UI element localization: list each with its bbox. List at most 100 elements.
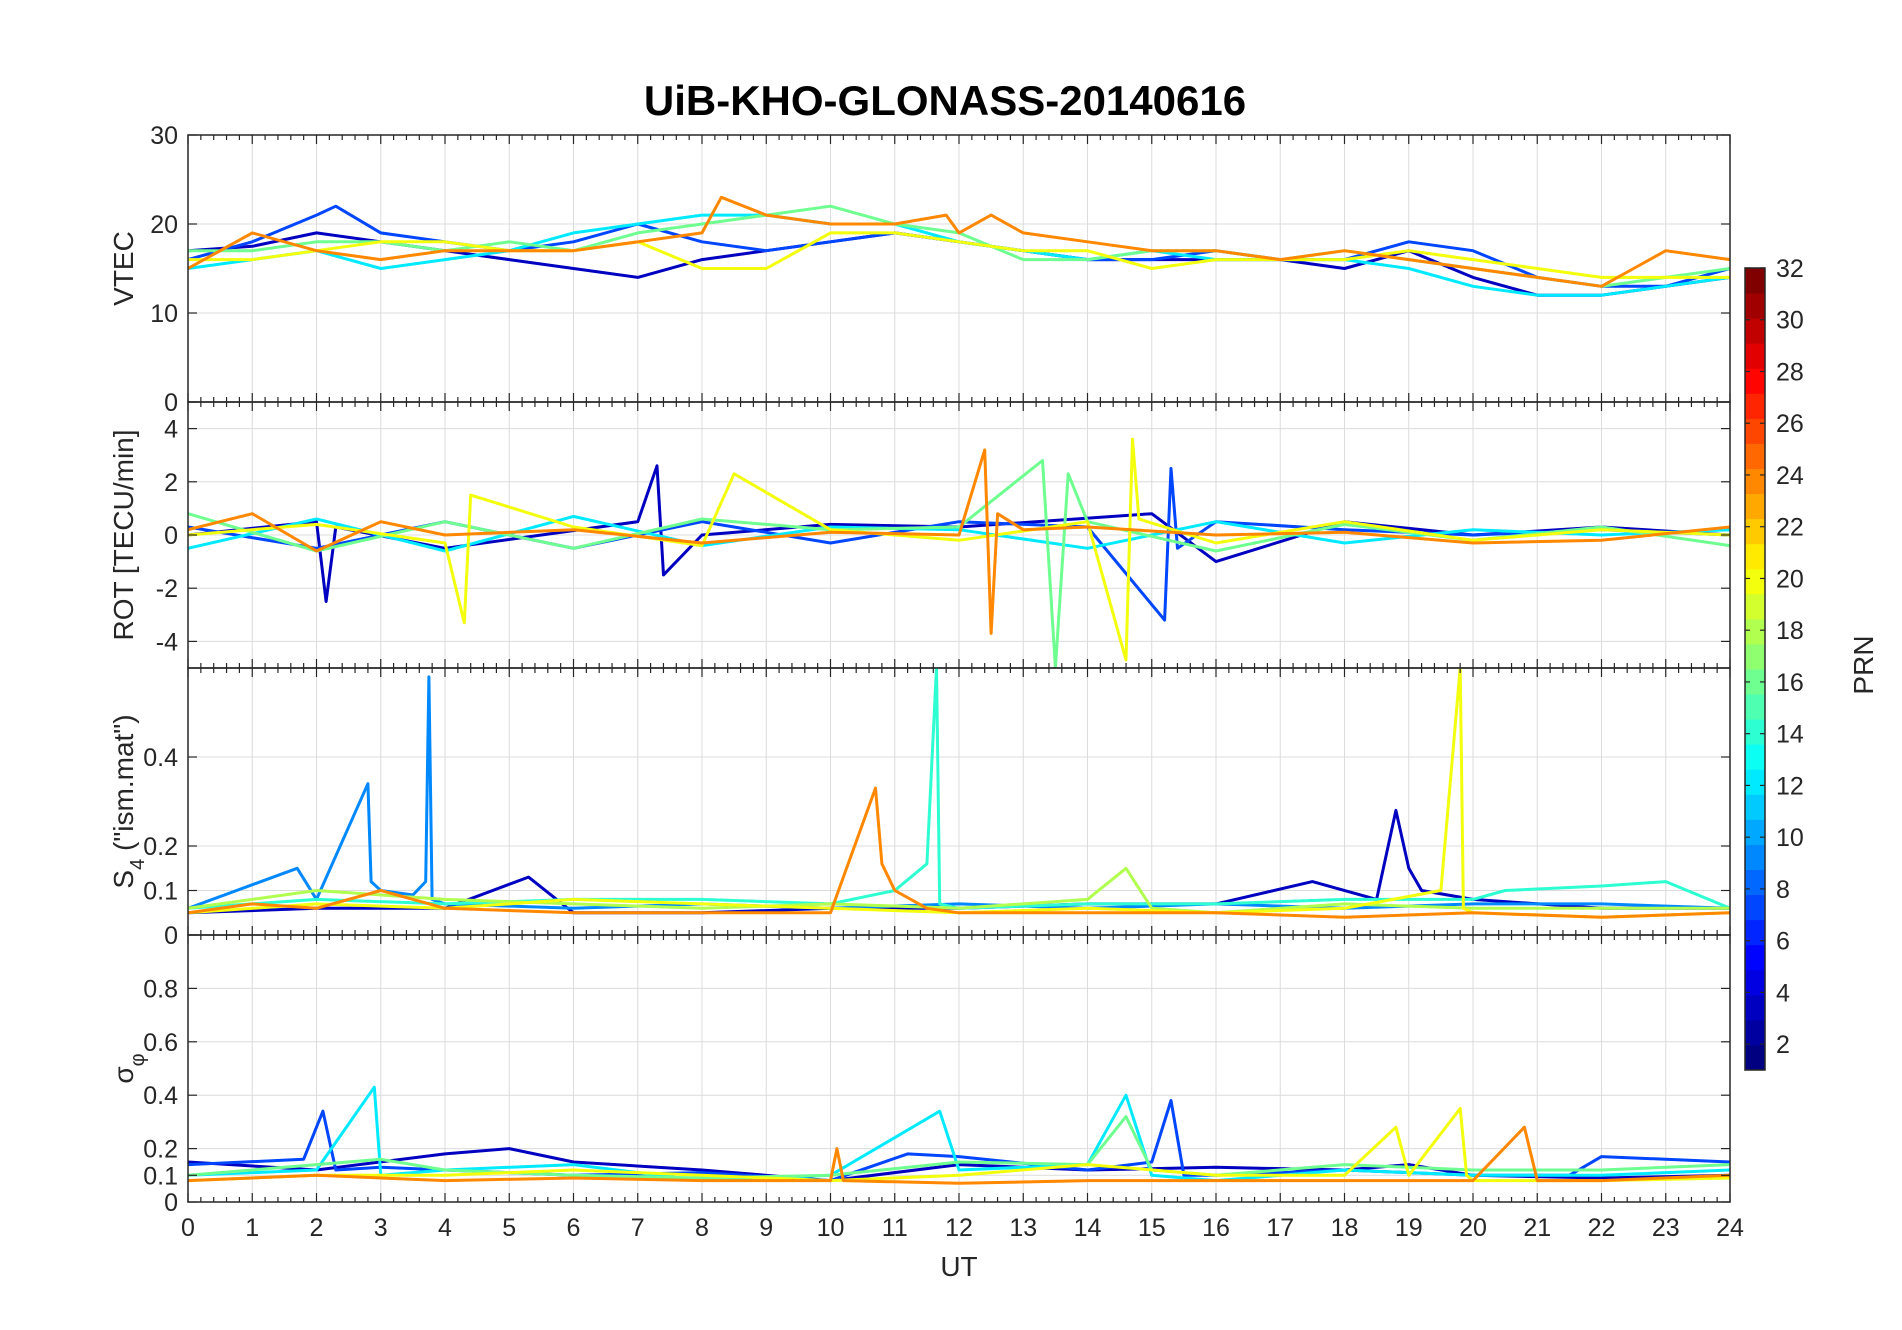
series-group-s4 [188, 668, 1730, 919]
colorbar-segment [1745, 894, 1765, 921]
y-axis-label-sigma: σφ [108, 1053, 149, 1083]
series-line-prn-20 [188, 1107, 1730, 1183]
y-tick-label: 0.1 [143, 878, 178, 906]
y-tick-label: 0 [164, 389, 178, 417]
x-ticks-rot [187, 402, 1731, 668]
colorbar-tick-label: 2 [1776, 1031, 1790, 1059]
x-tick-label: 5 [502, 1214, 516, 1242]
colorbar-segment [1745, 368, 1765, 394]
x-ticks-sigma [187, 935, 1731, 1202]
y-ticks-rot: -4 -2 0 2 4 [156, 416, 1730, 656]
colorbar-segment [1745, 844, 1765, 870]
x-tick-label: 17 [1266, 1214, 1294, 1242]
x-tick-label: 16 [1202, 1214, 1230, 1242]
series-group-sigma [188, 1085, 1730, 1185]
colorbar-tick-label: 26 [1776, 410, 1804, 438]
colorbar-segment [1745, 518, 1765, 545]
colorbar-segment [1745, 593, 1765, 620]
colorbar-tick-label: 30 [1776, 307, 1804, 335]
series-line-prn-18 [188, 866, 1730, 915]
series-group-vtec [188, 195, 1730, 297]
panel-sigma: 00.10.2 0.4 0.6 0.8 σφ [108, 934, 1731, 1217]
x-tick-label: 3 [374, 1214, 388, 1242]
y-tick-label: 2 [164, 469, 178, 497]
panel-rot: -4 -2 0 2 4 ROT [TECU/min] [108, 401, 1731, 669]
y-tick-label: 0 [164, 1189, 178, 1217]
colorbar-segment [1745, 769, 1765, 795]
y-tick-label: 10 [150, 300, 178, 328]
x-tick-label: 1 [245, 1214, 259, 1242]
colorbar-tick-label: 16 [1776, 669, 1804, 697]
colorbar-segment [1745, 694, 1765, 720]
colorbar-segment [1745, 543, 1765, 570]
y-ticks-s4: 0 0.1 0.2 0.4 [143, 744, 1730, 950]
y-tick-label: -2 [156, 575, 178, 603]
series-line-prn-12 [188, 514, 1730, 553]
colorbar-segment [1745, 869, 1765, 896]
y-tick-label: 0.6 [143, 1029, 178, 1057]
x-tick-label: 13 [1009, 1214, 1037, 1242]
x-axis-label: UT [940, 1251, 977, 1282]
x-tick-label: 8 [695, 1214, 709, 1242]
y-tick-label: -4 [156, 628, 178, 656]
y-tick-label: 20 [150, 211, 178, 239]
colorbar-tick-label: 32 [1776, 255, 1804, 283]
x-tick-label: 9 [759, 1214, 773, 1242]
series-line-prn-24 [188, 195, 1730, 288]
y-axis-label-vtec: VTEC [108, 231, 139, 306]
chart-title: UiB-KHO-GLONASS-20140616 [644, 77, 1246, 124]
panel-s4: 0 0.1 0.2 0.4S4 ("ism.mat") [108, 667, 1731, 950]
series-line-prn-3 [188, 1147, 1730, 1183]
y-tick-label: 0.4 [143, 744, 178, 772]
colorbar-tick-label: 10 [1776, 824, 1804, 852]
series-line-prn-20 [188, 231, 1730, 279]
colorbar-segment [1745, 568, 1765, 595]
colorbar-tick-label: 4 [1776, 979, 1790, 1007]
y-tick-label: 0.4 [143, 1082, 178, 1110]
series-line-prn-16 [188, 1115, 1730, 1180]
colorbar-segment [1745, 643, 1765, 670]
x-tick-label: 4 [438, 1214, 452, 1242]
series-line-prn-24 [188, 1125, 1730, 1185]
y-tick-label: 0.1 [143, 1162, 178, 1190]
colorbar-segment [1745, 794, 1765, 820]
x-tick-label: 0 [181, 1214, 195, 1242]
y-axis-label-s4: S4 ("ism.mat") [108, 714, 149, 888]
x-tick-label: 6 [567, 1214, 581, 1242]
colorbar-segment [1745, 443, 1765, 469]
colorbar-segment [1745, 744, 1765, 770]
colorbar-segment [1745, 944, 1765, 971]
colorbar-segment [1745, 819, 1765, 845]
colorbar-segment [1745, 669, 1765, 695]
colorbar-segment [1745, 719, 1765, 745]
y-axis-label-rot: ROT [TECU/min] [108, 429, 139, 640]
colorbar-segment [1745, 268, 1765, 294]
colorbar-segment [1745, 969, 1765, 996]
x-tick-label: 10 [817, 1214, 845, 1242]
y-tick-label: 0.2 [143, 833, 178, 861]
colorbar-tick-label: 20 [1776, 565, 1804, 593]
colorbar-segment [1745, 318, 1765, 344]
x-tick-label: 7 [631, 1214, 645, 1242]
y-tick-label: 0.8 [143, 975, 178, 1003]
colorbar-frame [1744, 267, 1766, 1071]
colorbar-segment [1745, 418, 1765, 444]
x-ticks-vtec [187, 135, 1731, 402]
colorbar-label: PRN [1848, 635, 1879, 694]
x-tick-label: 11 [882, 1214, 908, 1242]
y-tick-label: 30 [150, 122, 178, 150]
x-tick-label: 18 [1331, 1214, 1359, 1242]
colorbar-segment [1745, 493, 1765, 520]
x-tick-label: 22 [1588, 1214, 1616, 1242]
x-tick-label: 15 [1138, 1214, 1166, 1242]
colorbar-tick-label: 8 [1776, 876, 1790, 904]
colorbar-segment [1745, 618, 1765, 645]
colorbar-segment [1745, 919, 1765, 946]
y-tick-label: 4 [164, 416, 178, 444]
y-tick-label: 0.2 [143, 1136, 178, 1164]
colorbar-tick-label: 22 [1776, 514, 1804, 542]
y-ticks-sigma: 00.10.2 0.4 0.6 0.8 [143, 975, 1730, 1217]
